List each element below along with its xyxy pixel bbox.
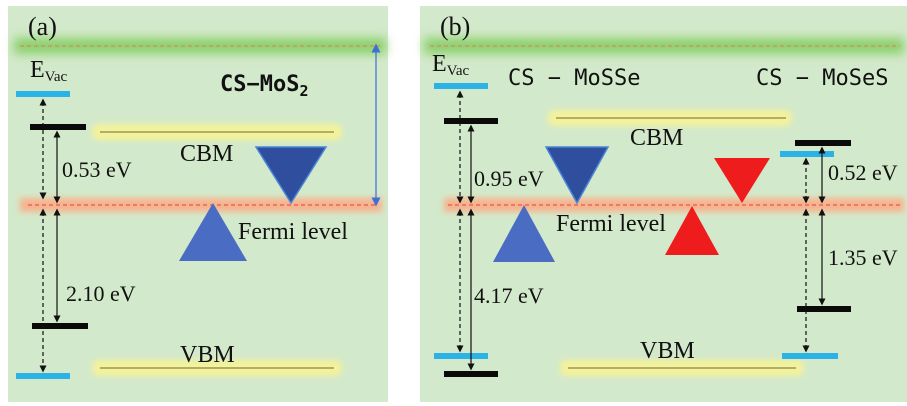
vac-level-b-left: [434, 83, 488, 89]
vacuum-label-a-sub: Vac: [44, 69, 68, 85]
gap-upper-label-a: 0.53 eV: [62, 157, 132, 182]
triangle-down-icon: [254, 146, 328, 205]
panel-b-label: (b): [440, 12, 471, 41]
triangle-up-icon: [665, 206, 719, 255]
fermi-label-b: Fermi level: [556, 211, 666, 237]
vac-level-b-right: [780, 151, 834, 157]
vacuum-label-b-sub: Vac: [446, 63, 470, 79]
vacuum-glow-a: [14, 38, 386, 54]
cbm-level-b-right: [795, 140, 851, 146]
vbm-level-b-left: [434, 353, 488, 359]
cbm-level-b-left: [444, 118, 498, 124]
gap-left-upper-label-b: 0.95 eV: [474, 166, 544, 191]
triangle-down-icon: [714, 158, 770, 203]
material-label-a-main: CS−MoS: [220, 72, 300, 97]
gap-left-lower-label-b: 4.17 eV: [474, 283, 544, 308]
vacuum-label-b: EVac: [432, 51, 470, 79]
vacuum-label-a: EVac: [30, 57, 68, 85]
triangle-up-icon: [493, 205, 555, 262]
gap-right-upper-label-b: 0.52 eV: [828, 160, 898, 185]
material-label-a-sub: 2: [299, 82, 309, 100]
triangle-down-icon: [544, 146, 610, 205]
vbm-level-b-right: [797, 306, 851, 312]
triangle-up-icon: [179, 203, 247, 261]
vbm-level-a: [32, 323, 88, 329]
material-label-a: CS−MoS2: [220, 72, 309, 99]
gap-lower-label-a: 2.10 eV: [66, 281, 136, 306]
fermi-label-a: Fermi level: [238, 219, 348, 245]
gap-right-lower-label-b: 1.35 eV: [828, 245, 898, 270]
fermi-glow-a: [20, 198, 382, 212]
vacuum-label-a-main: E: [30, 57, 45, 83]
bottom-level-b-left: [444, 371, 498, 377]
material-right-label-b: CS − MoSeS: [756, 66, 889, 91]
bottom-level-a: [16, 373, 70, 379]
bottom-level-b-right: [782, 353, 838, 359]
material-left-label-b: CS − MoSSe: [508, 66, 641, 91]
vacuum-label-b-main: E: [432, 51, 447, 77]
vac-level-a: [16, 91, 70, 97]
vbm-label-a: VBM: [180, 342, 235, 368]
panel-a-label: (a): [28, 12, 57, 41]
vbm-label-b: VBM: [640, 338, 695, 364]
cbm-level-a: [30, 124, 86, 130]
cbm-label-b: CBM: [630, 125, 684, 151]
cbm-label-a: CBM: [180, 141, 234, 167]
